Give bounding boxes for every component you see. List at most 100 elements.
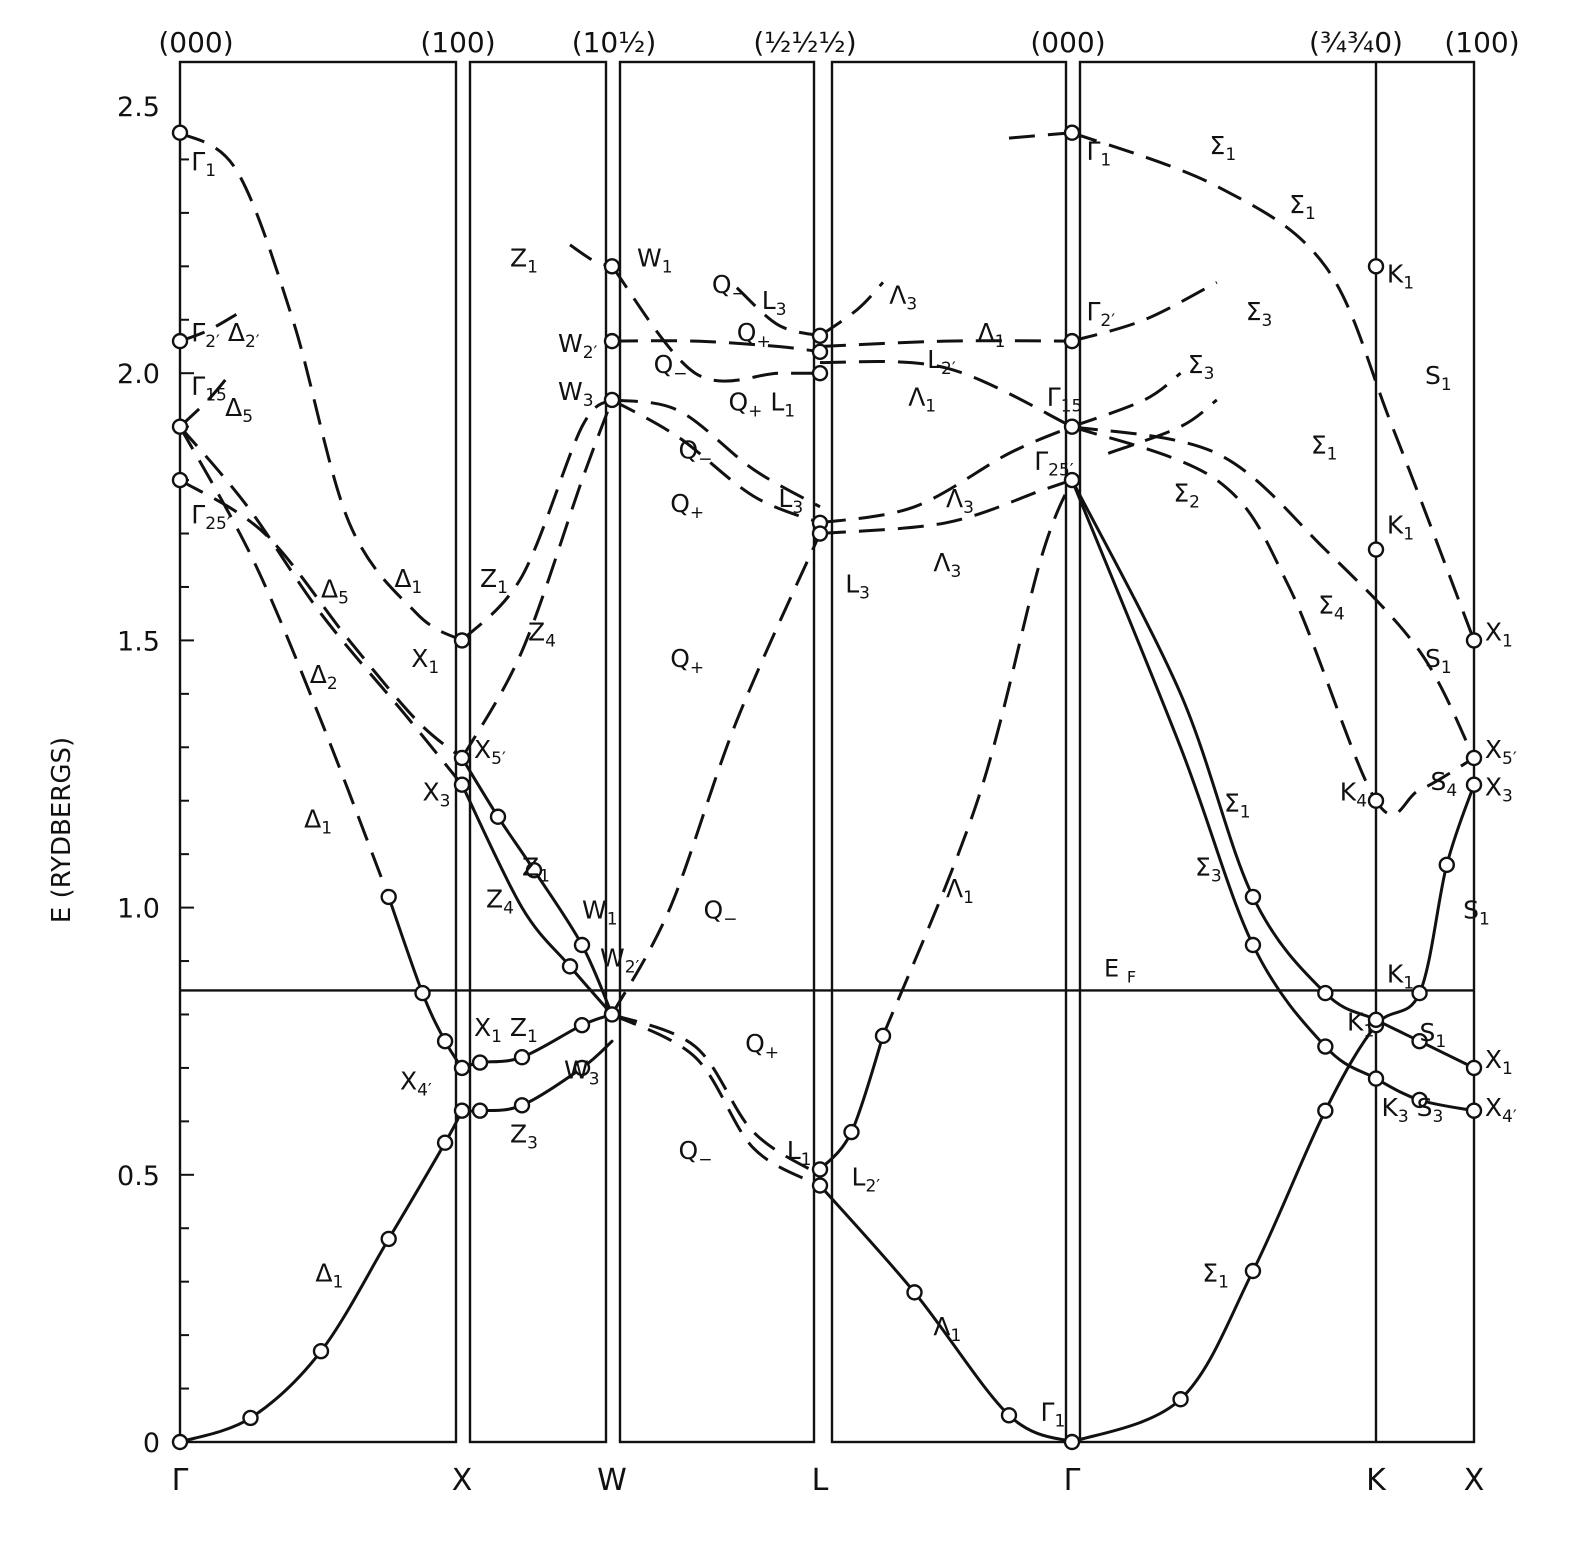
band-annotation: Σ2​ [1173,478,1200,512]
band-annotation: Γ2′​ [1086,297,1115,331]
annotation-subscript: 1 [1435,1032,1446,1052]
data-point-marker [436,1032,454,1050]
annotation-symbol: S [1463,895,1479,924]
x-label-top: (000) [158,26,233,59]
band-curve-dashed-40 [1107,398,1218,455]
annotation-subscript: 4′ [417,1080,432,1100]
band-annotation: Δ2​ [310,660,338,694]
band-annotation: K1​ [1347,1008,1374,1042]
band-curve-solid-11 [460,783,614,1016]
data-point-marker [561,958,579,975]
data-point-marker [312,1342,330,1360]
data-point-marker [1465,1102,1483,1119]
annotation-subscript: 15 [205,386,227,406]
band-annotation: Γ25′​ [1034,446,1074,480]
band-annotation: X1​ [1485,617,1513,651]
annotation-subscript: − [698,450,712,470]
x-label-bottom: Γ [1064,1463,1081,1498]
data-point-marker [380,1230,397,1248]
data-point-marker [1465,632,1483,649]
band-annotation: Δ1​ [304,804,332,838]
annotation-subscript: 3 [1502,786,1513,806]
annotation-subscript: 1 [527,1027,538,1047]
annotation-symbol: Z [486,885,503,914]
band-annotation: Σ1​ [1289,190,1316,224]
data-point-marker [906,1284,923,1301]
annotation-subscript: 1 [205,161,216,181]
annotation-symbol: Q [737,318,757,347]
data-point-marker [242,1409,259,1427]
annotation-subscript: 1 [1305,204,1316,224]
data-point-marker [573,936,591,954]
y-tick-label: 2.0 [117,359,160,390]
band-curve-dashed-19 [610,532,822,1016]
annotation-symbol: Δ [225,393,242,422]
y-axis-label: E (RYDBERGS) [47,737,77,923]
band-annotation: X4′​ [400,1066,432,1100]
annotation-symbol: X [400,1066,417,1095]
annotation-symbol: Q [670,489,690,518]
annotation-subscript: 3 [963,498,974,518]
band-annotation: Z1​ [510,243,538,277]
annotation-subscript: 2′ [205,332,220,352]
y-tick-label: 1.5 [117,626,160,657]
annotation-subscript: 5 [242,407,253,427]
x-label-bottom: X [452,1463,473,1498]
data-point-marker [1438,856,1455,874]
annotation-symbol: Q [712,270,732,299]
annotation-symbol: Λ [889,281,906,310]
annotation-subscript: 1 [1363,1022,1374,1042]
band-curve-dashed-18 [611,398,821,525]
data-point-marker [171,124,189,141]
band-annotation: Λ1​ [946,874,974,908]
band-annotation: Λ3​ [946,484,974,518]
band-curve-solid-23 [818,1184,1074,1444]
annotation-symbol: S [1409,1093,1433,1122]
band-annotation: X4′​ [1485,1093,1517,1127]
annotation-subscript: 1 [1502,631,1513,651]
annotation-symbol: W [558,329,583,358]
band-annotation: Δ1​ [315,1259,343,1293]
band-annotation: W1​ [582,895,618,929]
annotation-subscript: 2′ [1100,311,1115,331]
annotation-subscript: + [690,503,704,523]
data-point-marker [380,888,397,906]
band-annotation: L1​ [787,1136,812,1170]
annotation-symbol: Σ [1246,297,1262,326]
band-annotation: X5′​ [1485,735,1517,769]
annotation-symbol: W [564,1056,589,1085]
data-point-marker [471,1054,489,1071]
annotation-symbol: X [411,644,428,673]
band-annotation: K1​ [1387,511,1414,545]
band-curve-dashed-5 [179,131,463,642]
annotation-symbol: S [1420,1018,1436,1047]
band-annotation: W3​ [564,1056,600,1090]
x-label-bottom: X [1464,1463,1485,1498]
annotation-subscript: 1 [784,402,795,422]
annotation-symbol: Λ [978,318,995,347]
annotation-subscript: 4 [1446,781,1457,801]
annotation-symbol: Γ [191,147,205,176]
annotation-subscript: 2′ [245,332,260,352]
data-point-marker [811,365,829,382]
annotation-subscript: 4 [545,631,556,651]
annotation-symbol: Γ [1086,297,1100,326]
band-curve-dashed-38 [1071,281,1218,343]
annotation-symbol: Λ [933,1312,950,1341]
band-annotation: Σ3​ [1246,297,1273,331]
band-annotation: Q+​ [670,644,704,678]
annotation-symbol: Γ [1086,136,1100,165]
annotation-subscript: 15 [1061,396,1083,416]
band-curve-dashed-28 [819,339,1073,348]
band-annotation: X5′​ [474,735,506,769]
data-point-marker [171,332,189,350]
data-point-marker [1000,1407,1018,1424]
annotation-symbol: W [600,943,625,972]
annotation-symbol: Σ [1195,853,1211,882]
band-annotation: Z4​ [528,617,556,651]
annotation-symbol: Γ [191,372,205,401]
band-annotation: Δ5​ [321,575,349,609]
annotation-symbol: Z [510,243,527,272]
annotation-symbol: W [637,243,662,272]
